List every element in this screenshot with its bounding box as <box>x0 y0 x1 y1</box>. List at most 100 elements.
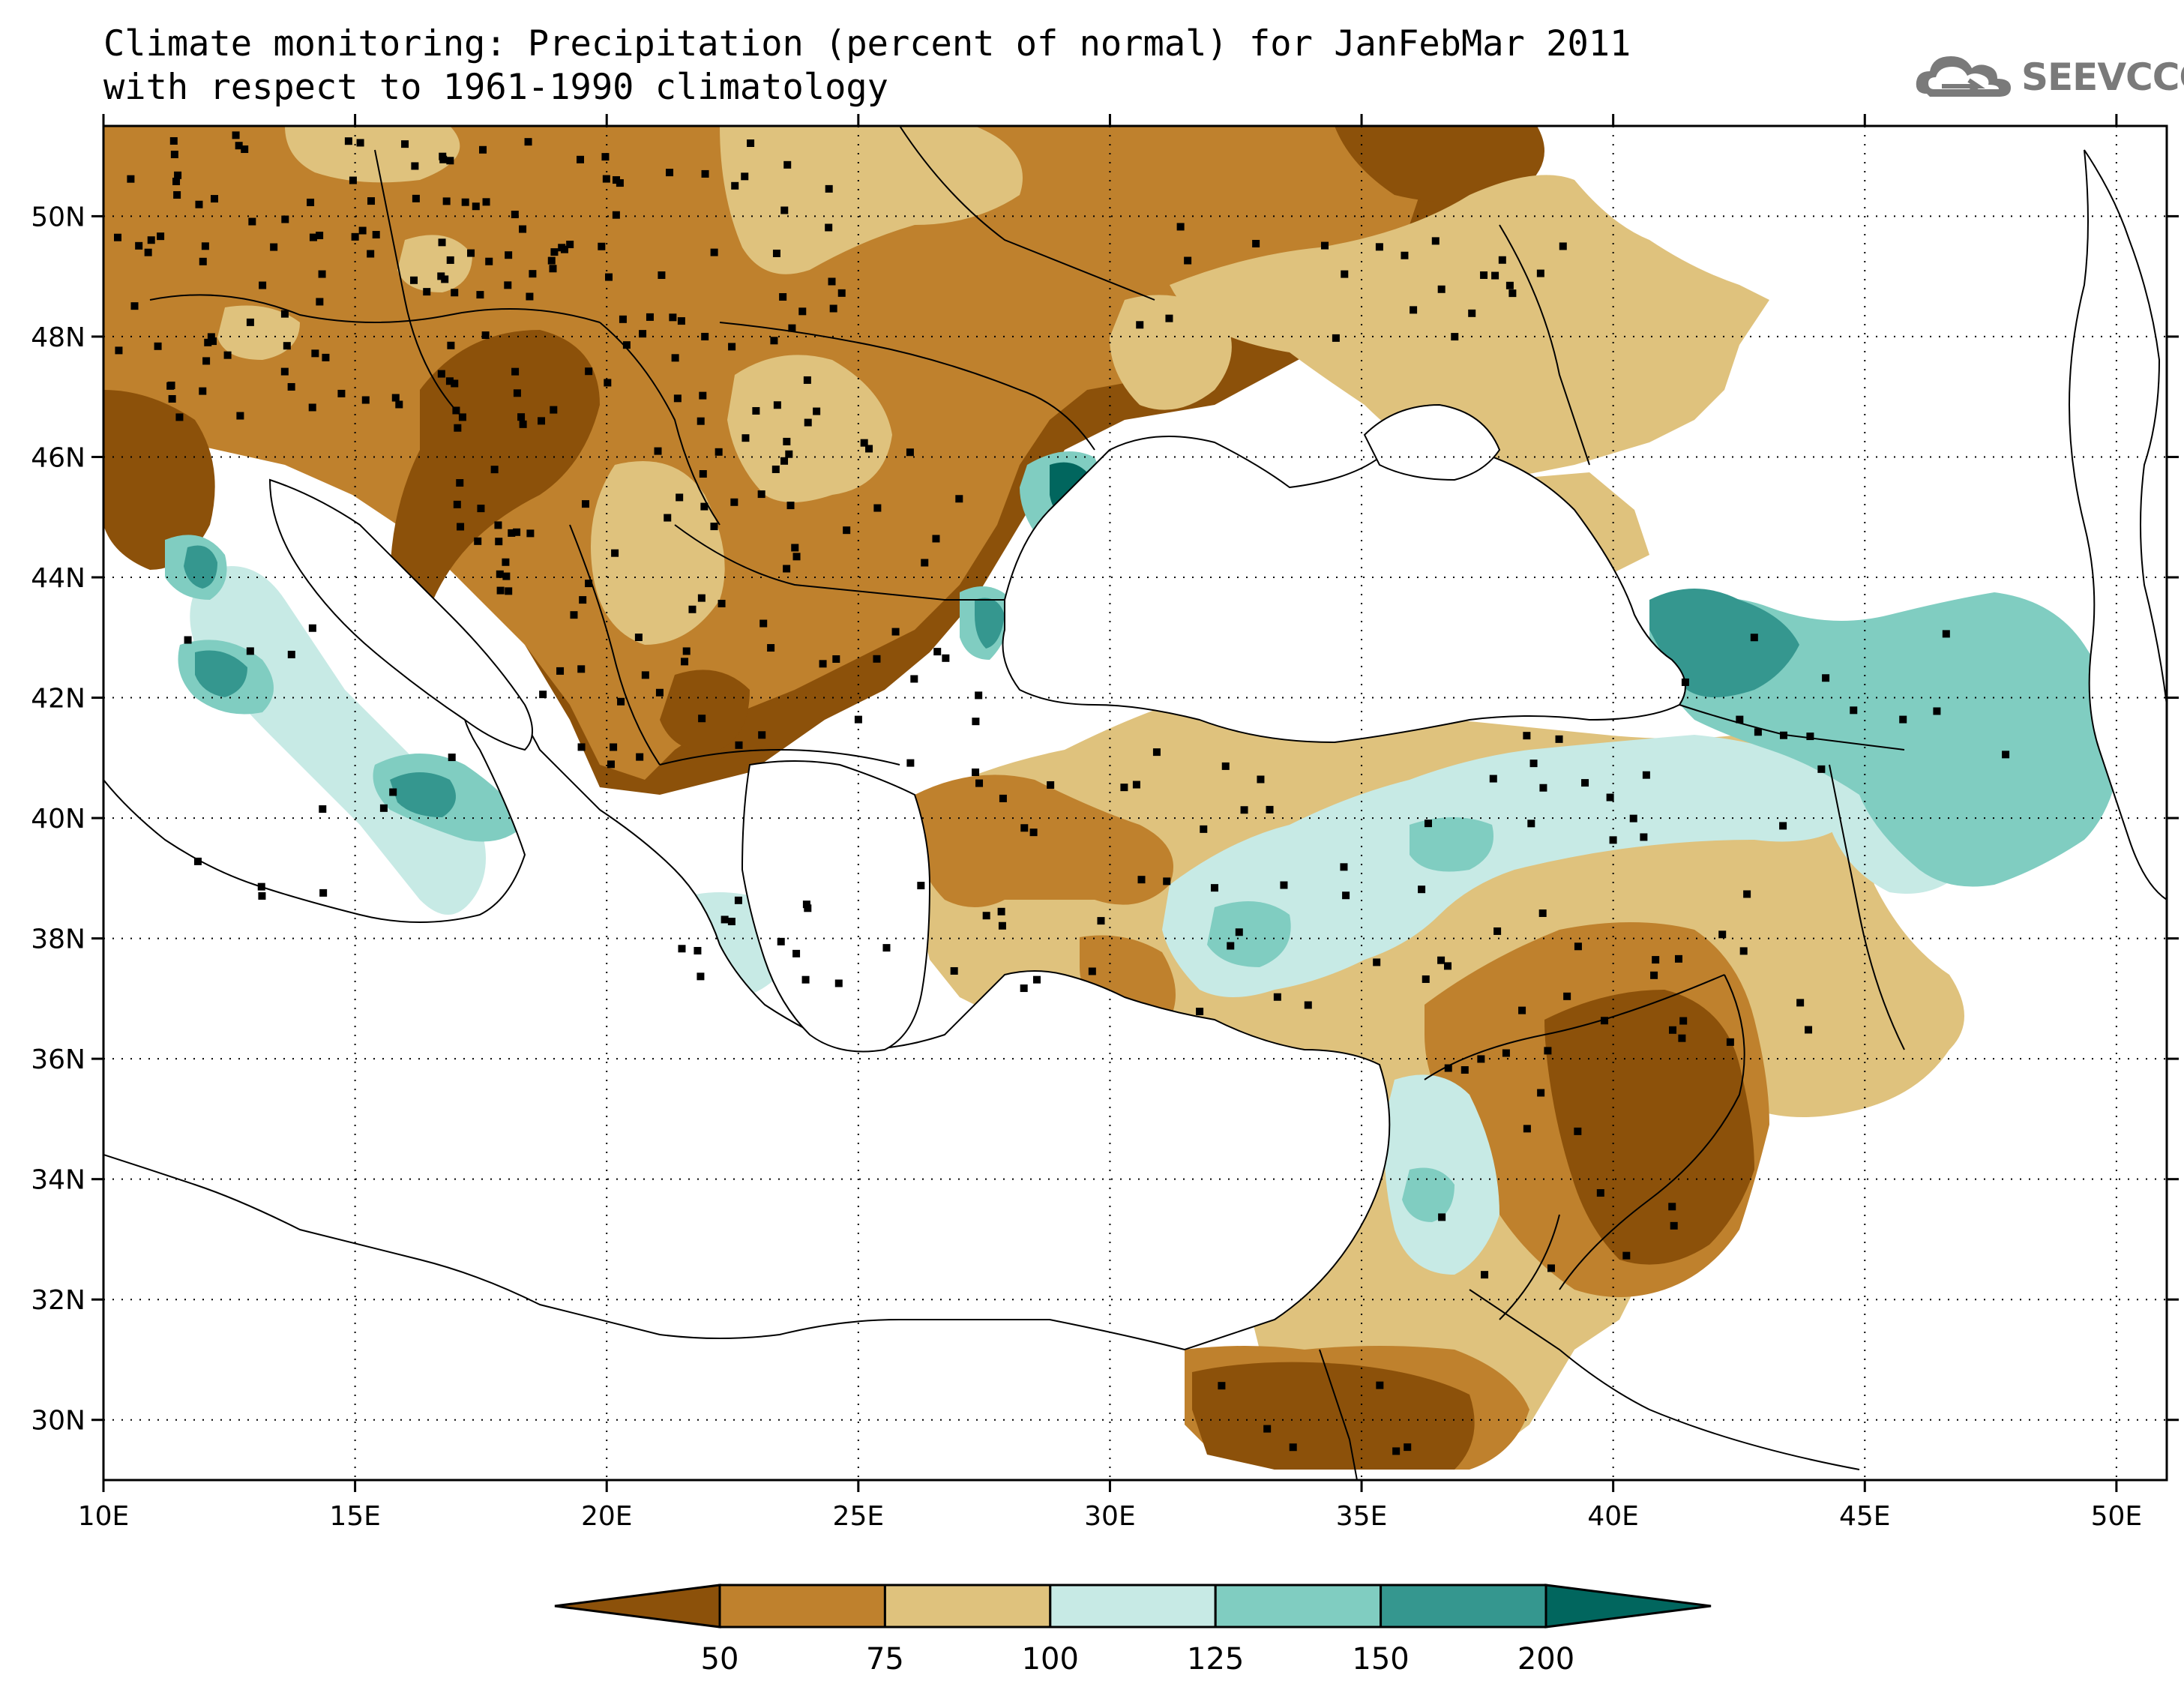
station-marker <box>446 157 454 165</box>
station-marker <box>169 136 178 145</box>
zone-125-150-turkey-1 <box>1207 901 1291 967</box>
colorbar-segment <box>1049 1584 1217 1629</box>
station-marker <box>322 353 330 361</box>
station-marker <box>906 759 915 767</box>
y-axis: 30N 32N 34N 36N 38N 40N 42N 44N 46N 48N 50N <box>31 202 2179 1437</box>
station-marker <box>556 667 565 675</box>
station-marker <box>411 162 419 170</box>
station-marker <box>655 688 664 697</box>
station-marker <box>461 198 469 206</box>
station-marker <box>1227 942 1235 950</box>
station-marker <box>287 650 295 658</box>
zone-below-50-sinai <box>1192 1362 1475 1470</box>
station-marker <box>1581 779 1589 787</box>
station-marker <box>819 660 827 668</box>
station-marker <box>1152 748 1161 757</box>
station-marker <box>598 242 606 250</box>
station-marker <box>168 394 176 403</box>
station-marker <box>1529 760 1538 768</box>
station-marker <box>361 396 370 404</box>
station-marker <box>519 225 527 233</box>
station-marker <box>1493 927 1502 935</box>
station-marker <box>223 351 232 359</box>
station-marker <box>891 628 900 636</box>
station-marker <box>786 502 795 510</box>
station-marker <box>730 498 738 506</box>
station-marker <box>804 418 812 427</box>
station-marker <box>505 251 513 259</box>
station-marker <box>682 647 691 655</box>
station-marker <box>677 317 685 325</box>
station-marker <box>452 406 460 415</box>
station-marker <box>585 367 593 376</box>
station-marker <box>319 888 328 897</box>
station-marker <box>1332 334 1340 342</box>
cloud-icon <box>1916 56 2011 97</box>
station-marker <box>496 570 504 578</box>
station-marker <box>184 636 192 644</box>
station-marker <box>504 281 512 289</box>
station-marker <box>174 171 182 179</box>
station-marker <box>1165 314 1173 322</box>
station-marker <box>502 572 511 580</box>
station-marker <box>211 195 219 203</box>
station-marker <box>1176 223 1185 231</box>
station-marker <box>1779 822 1787 830</box>
station-marker <box>448 754 456 762</box>
station-marker <box>505 587 513 595</box>
station-marker <box>843 526 851 535</box>
zone-75-100-ukraine <box>720 126 1023 274</box>
station-marker <box>517 413 526 421</box>
station-marker <box>1422 975 1430 983</box>
station-marker <box>658 271 666 279</box>
azov-sea <box>1363 403 1501 481</box>
station-marker <box>259 281 267 289</box>
x-tick-label: 10E <box>78 1501 130 1532</box>
x-tick-label: 50E <box>2091 1501 2143 1532</box>
station-marker <box>236 412 244 420</box>
station-marker <box>1601 1017 1609 1025</box>
station-marker <box>1642 771 1650 779</box>
station-marker <box>1235 928 1243 936</box>
station-marker <box>801 975 810 984</box>
colorbar-arrow-high <box>1544 1584 1712 1629</box>
station-marker <box>759 619 768 628</box>
station-marker <box>577 155 585 163</box>
station-marker <box>972 768 980 776</box>
station-marker <box>550 406 558 414</box>
station-marker <box>602 175 610 183</box>
x-tick-label: 45E <box>1839 1501 1891 1532</box>
station-marker <box>166 382 175 390</box>
station-marker <box>1559 242 1567 250</box>
station-marker <box>701 332 709 340</box>
station-marker <box>308 624 316 632</box>
station-marker <box>209 337 217 346</box>
station-marker <box>496 586 505 595</box>
colorbar-label: 150 <box>1352 1642 1409 1677</box>
station-marker <box>316 232 324 240</box>
station-marker <box>741 434 750 442</box>
station-marker <box>1373 958 1381 966</box>
station-marker <box>135 241 143 250</box>
station-marker <box>451 379 459 388</box>
station-marker <box>547 256 556 265</box>
station-marker <box>270 243 278 251</box>
station-marker <box>437 370 445 378</box>
station-marker <box>1527 820 1535 828</box>
y-tick-label: 48N <box>31 322 85 353</box>
station-marker <box>1257 775 1265 784</box>
station-marker <box>832 655 840 663</box>
y-tick-label: 36N <box>31 1044 85 1075</box>
station-marker <box>1736 715 1744 724</box>
station-marker <box>955 495 963 503</box>
station-marker <box>1200 825 1208 833</box>
station-marker <box>1650 971 1658 979</box>
station-marker <box>865 445 873 453</box>
black-sea <box>1002 436 1686 744</box>
station-marker <box>611 549 619 557</box>
station-marker <box>612 211 620 219</box>
station-marker <box>1020 984 1028 993</box>
zone-below-50-pannonia <box>390 330 600 660</box>
station-marker <box>1410 306 1418 314</box>
station-marker <box>829 304 837 313</box>
